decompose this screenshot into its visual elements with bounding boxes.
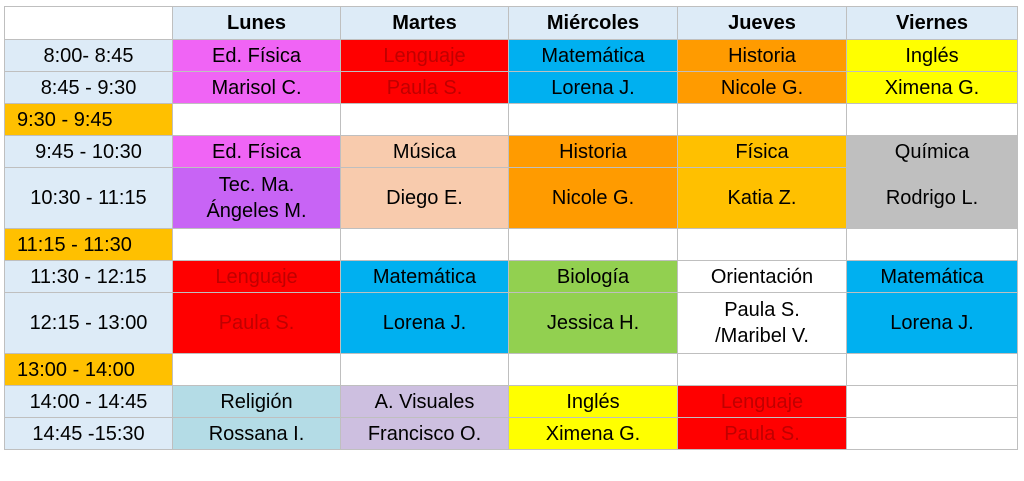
class-cell: Paula S. — [172, 292, 341, 354]
empty-cell — [846, 353, 1018, 386]
time-slot-cell: 10:30 - 11:15 — [4, 167, 173, 229]
class-cell: Diego E. — [340, 167, 509, 229]
class-cell: Música — [340, 135, 509, 168]
class-cell: Tec. Ma. Ángeles M. — [172, 167, 341, 229]
class-cell: Física — [677, 135, 847, 168]
empty-cell — [677, 103, 847, 136]
class-cell: Rodrigo L. — [846, 167, 1018, 229]
day-header: Viernes — [846, 6, 1018, 40]
class-cell: Lorena J. — [340, 292, 509, 354]
schedule-row: 8:00- 8:45 Ed. Física Lenguaje Matemática Hi… — [4, 39, 1018, 72]
class-cell: Nicole G. — [508, 167, 678, 229]
break-row: 13:00 - 14:00 — [4, 353, 1018, 386]
day-header: Miércoles — [508, 6, 678, 40]
header-row: Lunes Martes Miércoles Jueves Viernes — [4, 6, 1018, 40]
empty-cell — [508, 228, 678, 261]
class-cell: Rossana I. — [172, 417, 341, 450]
empty-cell — [846, 103, 1018, 136]
class-cell: Lenguaje — [172, 260, 341, 293]
class-cell: Matemática — [846, 260, 1018, 293]
class-cell: Paula S. /Maribel V. — [677, 292, 847, 354]
class-cell: Historia — [508, 135, 678, 168]
class-cell: Religión — [172, 385, 341, 418]
empty-cell — [677, 228, 847, 261]
class-cell: Lenguaje — [340, 39, 509, 72]
class-cell: Historia — [677, 39, 847, 72]
empty-cell — [846, 385, 1018, 418]
class-cell: Ximena G. — [508, 417, 678, 450]
time-slot-cell: 11:30 - 12:15 — [4, 260, 173, 293]
empty-cell — [172, 353, 341, 386]
day-header: Martes — [340, 6, 509, 40]
time-slot-cell: 11:15 - 11:30 — [4, 228, 173, 261]
day-header: Jueves — [677, 6, 847, 40]
schedule-row: 11:30 - 12:15 Lenguaje Matemática Biología O… — [4, 260, 1018, 293]
class-cell: A. Visuales — [340, 385, 509, 418]
class-cell: Biología — [508, 260, 678, 293]
time-slot-cell: 14:45 -15:30 — [4, 417, 173, 450]
class-cell: Lorena J. — [508, 71, 678, 104]
schedule-row: 14:00 - 14:45 Religión A. Visuales Inglés Le… — [4, 385, 1018, 418]
empty-cell — [340, 353, 509, 386]
time-slot-cell: 13:00 - 14:00 — [4, 353, 173, 386]
class-cell: Matemática — [508, 39, 678, 72]
class-cell: Paula S. — [677, 417, 847, 450]
class-cell: Nicole G. — [677, 71, 847, 104]
class-cell: Química — [846, 135, 1018, 168]
break-row: 11:15 - 11:30 — [4, 228, 1018, 261]
empty-cell — [172, 228, 341, 261]
class-cell: Ximena G. — [846, 71, 1018, 104]
class-cell: Matemática — [340, 260, 509, 293]
empty-cell — [172, 103, 341, 136]
empty-cell — [846, 228, 1018, 261]
empty-cell — [340, 103, 509, 136]
class-cell: Francisco O. — [340, 417, 509, 450]
class-cell: Ed. Física — [172, 39, 341, 72]
class-cell: Katia Z. — [677, 167, 847, 229]
empty-cell — [846, 417, 1018, 450]
empty-cell — [508, 353, 678, 386]
schedule-row: 10:30 - 11:15 Tec. Ma. Ángeles M. Diego E.… — [4, 167, 1018, 229]
time-slot-cell: 8:00- 8:45 — [4, 39, 173, 72]
day-header: Lunes — [172, 6, 341, 40]
schedule-row: 9:45 - 10:30 Ed. Física Música Historia Físi… — [4, 135, 1018, 168]
schedule-body: 8:00- 8:45 Ed. Física Lenguaje Matemática Hi… — [4, 39, 1018, 450]
break-row: 9:30 - 9:45 — [4, 103, 1018, 136]
empty-cell — [677, 353, 847, 386]
time-slot-cell: 12:15 - 13:00 — [4, 292, 173, 354]
class-cell: Marisol C. — [172, 71, 341, 104]
class-cell: Orientación — [677, 260, 847, 293]
schedule-row: 8:45 - 9:30 Marisol C. Paula S. Lorena J. Ni… — [4, 71, 1018, 104]
empty-cell — [340, 228, 509, 261]
schedule-row: 14:45 -15:30 Rossana I. Francisco O. Ximena… — [4, 417, 1018, 450]
class-cell: Jessica H. — [508, 292, 678, 354]
class-cell: Paula S. — [340, 71, 509, 104]
class-schedule-table: Lunes Martes Miércoles Jueves Viernes 8:… — [4, 6, 1018, 450]
schedule-row: 12:15 - 13:00 Paula S. Lorena J. Jessica H.… — [4, 292, 1018, 354]
class-cell: Inglés — [846, 39, 1018, 72]
corner-cell — [4, 6, 173, 40]
class-cell: Lenguaje — [677, 385, 847, 418]
time-slot-cell: 9:30 - 9:45 — [4, 103, 173, 136]
time-slot-cell: 14:00 - 14:45 — [4, 385, 173, 418]
class-cell: Lorena J. — [846, 292, 1018, 354]
class-cell: Ed. Física — [172, 135, 341, 168]
time-slot-cell: 8:45 - 9:30 — [4, 71, 173, 104]
time-slot-cell: 9:45 - 10:30 — [4, 135, 173, 168]
empty-cell — [508, 103, 678, 136]
class-cell: Inglés — [508, 385, 678, 418]
